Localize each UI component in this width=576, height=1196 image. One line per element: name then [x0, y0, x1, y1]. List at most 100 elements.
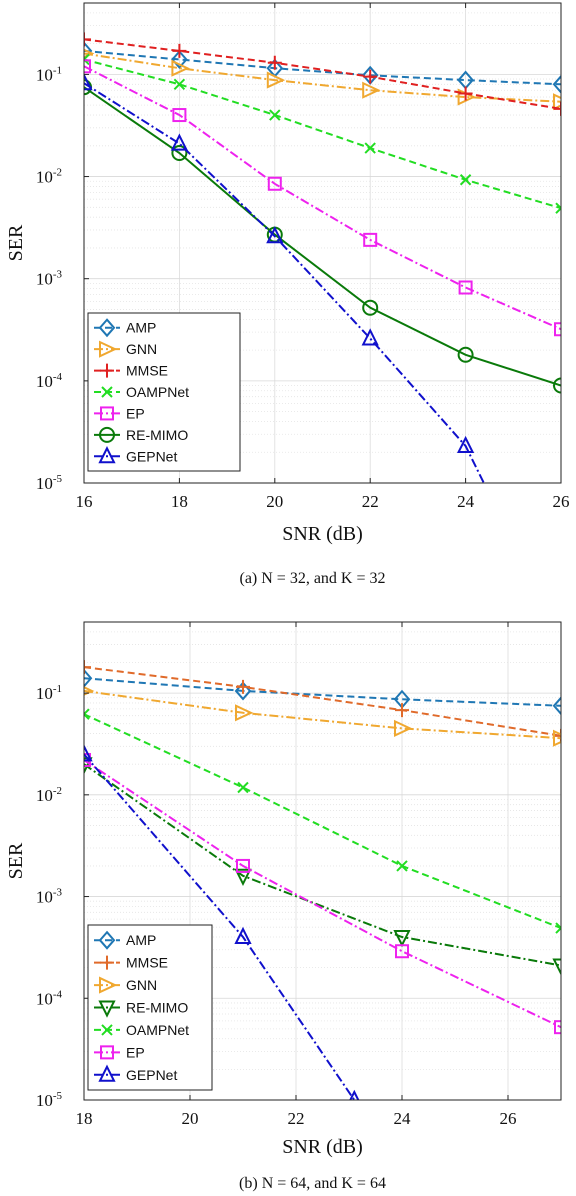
legend: AMP GNN MMSE OAMPNet EP RE-MIMO GEPNet — [87, 312, 241, 472]
data-point-ep — [458, 280, 473, 295]
data-point-gepnet — [170, 133, 189, 151]
figure-caption: (a) N = 32, and K = 32 — [239, 570, 385, 587]
data-point-mmse — [172, 43, 187, 58]
x-tick-label: 26 — [500, 1109, 517, 1128]
data-point-gepnet — [84, 744, 93, 762]
data-point-gepnet — [234, 926, 252, 945]
x-tick-label: 20 — [182, 1109, 199, 1128]
y-tick-label: 10-1 — [36, 683, 62, 703]
y-tick-label: 10-2 — [36, 785, 62, 805]
series-oampnet — [84, 708, 561, 934]
chart-panel-2: 18 20 22 24 26 10-1 10-2 10-3 10-4 10-5 SNR (dB) SE… — [5, 621, 562, 1192]
data-point-re-mimo — [552, 958, 561, 976]
x-tick-label: 16 — [76, 492, 93, 511]
data-point-amp — [84, 41, 93, 61]
legend-marker — [98, 318, 116, 338]
data-point-oampnet — [364, 142, 376, 154]
legend-label: EP — [126, 1044, 145, 1060]
series-line-ep — [84, 65, 561, 331]
legend-label: AMP — [126, 932, 156, 948]
legend-label: MMSE — [126, 363, 168, 379]
legend-label: GEPNet — [126, 448, 177, 464]
data-point-gepnet — [456, 435, 475, 454]
y-tick-label: 10-5 — [36, 1090, 63, 1110]
y-tick-label: 10-5 — [36, 473, 63, 493]
legend-marker — [101, 1024, 113, 1036]
series-gepnet — [84, 72, 485, 483]
data-point-ep — [236, 858, 250, 873]
data-point-re-mimo — [553, 377, 561, 394]
legend: AMP MMSE GNN RE-MIMO OAMPNet EP GEPNet — [87, 924, 213, 1091]
legend-marker — [99, 426, 115, 443]
series-line-ep — [84, 759, 561, 1029]
data-point-oampnet — [84, 53, 90, 66]
y-axis-label: SER — [5, 842, 27, 879]
data-point-oampnet — [173, 78, 186, 91]
legend-marker — [100, 1045, 114, 1060]
data-point-amp — [84, 668, 93, 688]
series-ep — [84, 59, 561, 337]
data-point-ep — [267, 176, 282, 191]
series-line-gnn — [84, 52, 561, 103]
legend-label: RE-MIMO — [126, 1000, 188, 1016]
data-point-ep — [172, 108, 187, 123]
data-point-ep — [84, 59, 91, 74]
legend-marker — [98, 446, 116, 464]
data-point-ep — [554, 1020, 561, 1035]
legend-label: OAMPNet — [126, 1022, 189, 1038]
data-point-gepnet — [84, 72, 93, 91]
y-tick-label: 10-3 — [36, 887, 63, 907]
data-point-mmse — [395, 703, 409, 718]
data-point-oampnet — [396, 860, 408, 872]
data-point-gnn — [171, 59, 190, 77]
data-point-mmse — [84, 32, 91, 47]
data-point-amp — [552, 696, 561, 716]
y-axis-label: SER — [5, 224, 27, 261]
y-tick-label: 10-1 — [36, 64, 62, 84]
x-tick-label: 26 — [553, 492, 570, 511]
series-layer — [84, 660, 561, 1100]
data-point-amp — [171, 49, 188, 69]
data-point-gnn — [235, 704, 254, 722]
data-point-oampnet — [555, 922, 561, 934]
data-point-gnn — [553, 729, 561, 747]
data-point-ep — [363, 232, 378, 247]
series-line-gnn — [84, 689, 561, 740]
legend-label: GEPNet — [126, 1067, 177, 1083]
series-layer — [84, 32, 561, 483]
data-point-oampnet — [555, 202, 561, 214]
legend-label: EP — [126, 405, 145, 421]
legend-marker — [99, 976, 118, 994]
x-tick-label: 18 — [171, 492, 188, 511]
legend-marker — [100, 363, 114, 378]
data-point-ep — [554, 322, 561, 337]
data-point-oampnet — [269, 109, 281, 121]
data-point-re-mimo — [362, 299, 379, 316]
legend-marker — [98, 1064, 116, 1082]
axes-frame — [83, 621, 562, 1101]
data-point-re-mimo — [234, 868, 252, 887]
series-line-gepnet — [84, 753, 356, 1100]
legend-box — [87, 924, 213, 1091]
data-point-ep — [395, 944, 409, 959]
data-point-gnn — [362, 81, 381, 99]
data-point-mmse — [458, 86, 473, 101]
data-point-re-mimo — [457, 346, 474, 363]
x-tick-label: 22 — [362, 492, 379, 511]
legend-marker — [100, 406, 114, 421]
data-point-oampnet — [84, 708, 90, 720]
series-line-mmse — [84, 38, 561, 110]
series-oampnet — [84, 53, 561, 214]
data-point-gepnet — [361, 328, 379, 346]
y-tick-label: 10-4 — [36, 371, 63, 391]
data-point-mmse — [267, 55, 282, 70]
x-tick-label: 24 — [394, 1109, 412, 1128]
series-line-mmse — [84, 666, 561, 737]
figure-caption: (b) N = 64, and K = 64 — [239, 1175, 386, 1192]
y-tick-label: 10-2 — [36, 167, 62, 187]
x-tick-label: 22 — [288, 1109, 305, 1128]
series-gepnet — [84, 744, 360, 1100]
legend-marker — [99, 340, 118, 358]
series-mmse — [84, 660, 561, 743]
